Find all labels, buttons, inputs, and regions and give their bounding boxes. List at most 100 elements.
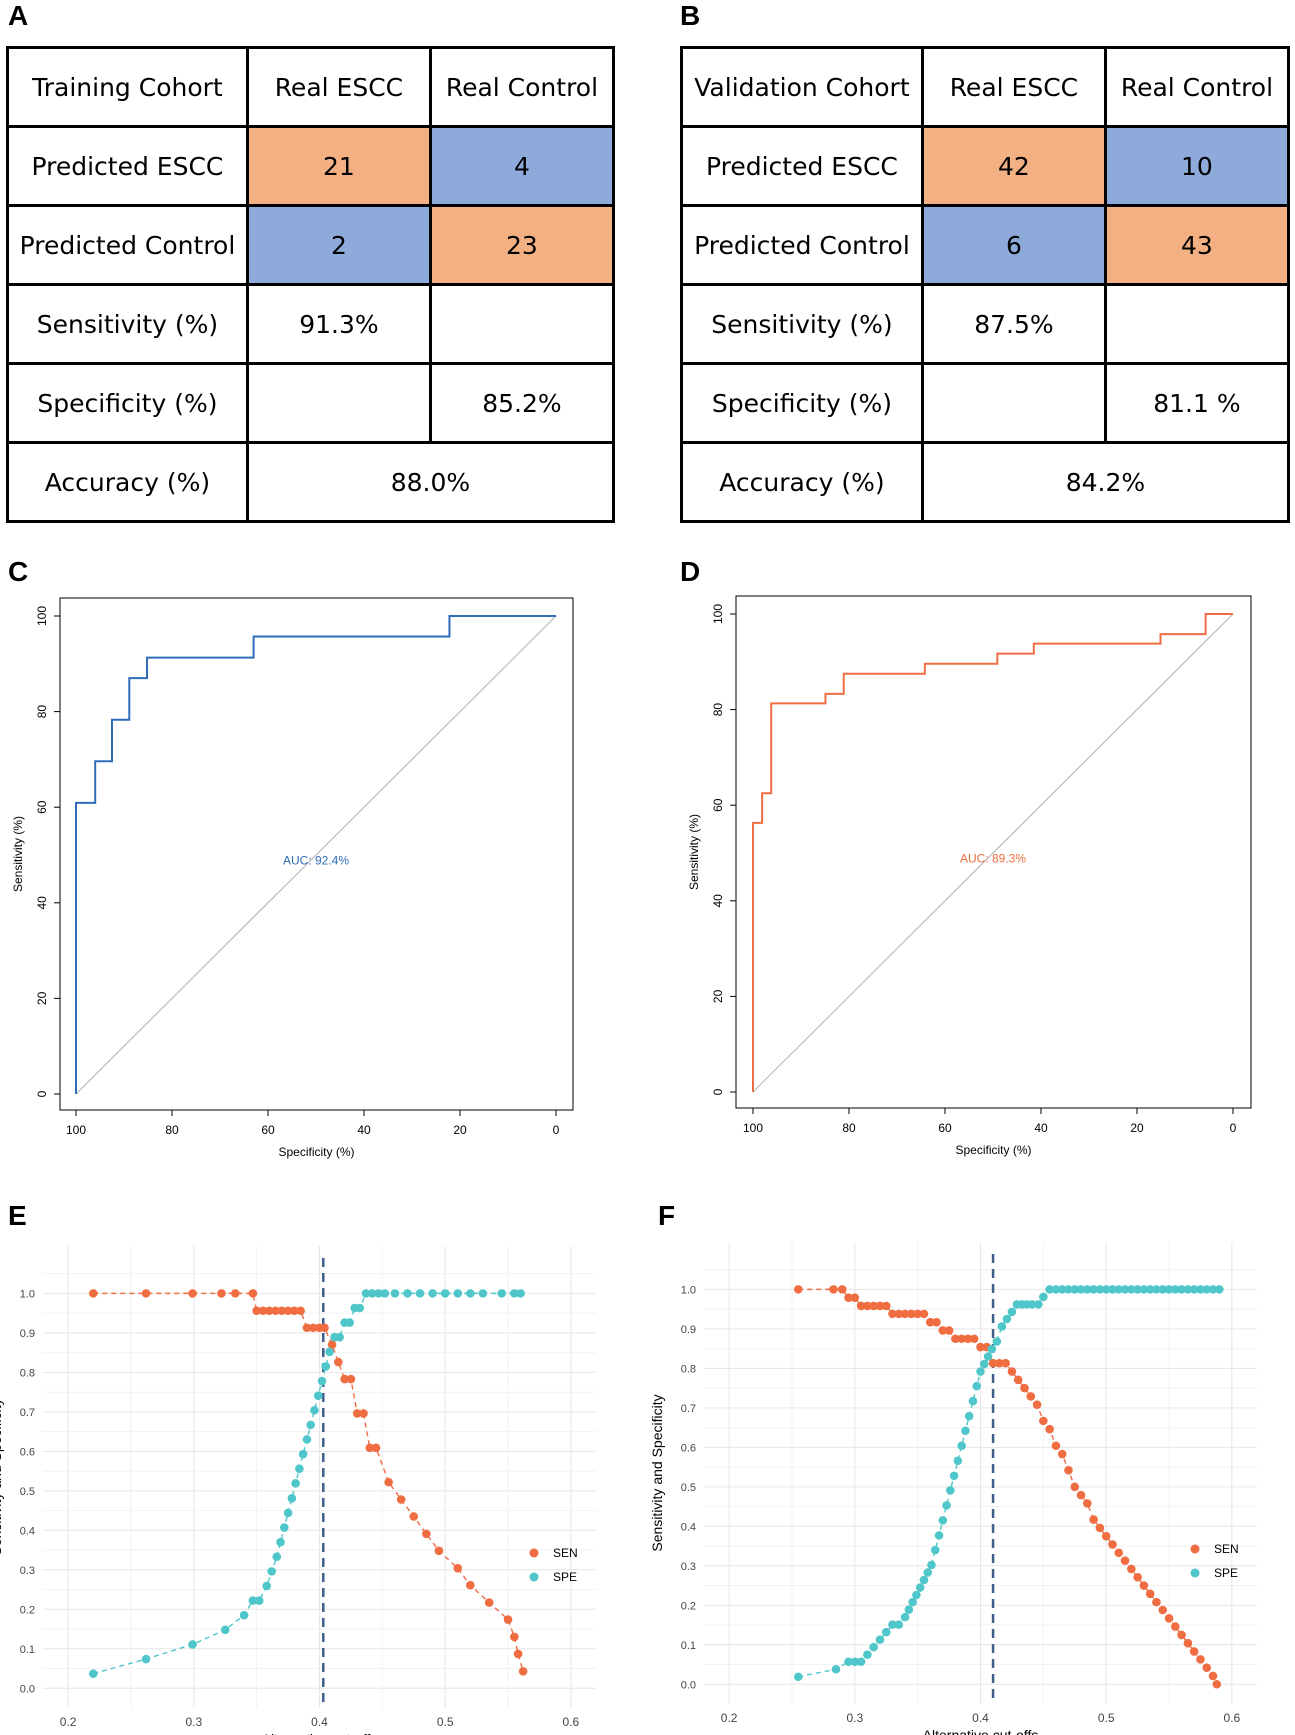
table-row: Sensitivity (%) 91.3%: [6, 283, 616, 365]
spe-point: [1208, 1285, 1218, 1294]
sen-point: [969, 1334, 979, 1344]
y-tick-label: 0.3: [20, 1565, 35, 1577]
spe-point: [919, 1575, 929, 1585]
spe-point: [1127, 1285, 1136, 1294]
panel-label-e: E: [8, 1200, 27, 1231]
spe-point: [295, 1464, 304, 1474]
table-header-cell: Real ESCC: [245, 46, 432, 128]
sen-point: [1196, 1655, 1205, 1664]
row-label: Predicted Control: [680, 204, 924, 286]
sen-point: [976, 1342, 985, 1352]
plot-frame: [59, 597, 574, 1111]
spe-point: [88, 1669, 98, 1678]
spe-point: [1177, 1285, 1186, 1294]
y-tick-label: 0: [711, 1088, 725, 1095]
x-axis-label: Alternative cut-offs: [923, 1727, 1039, 1735]
y-tick-label: 40: [711, 894, 725, 908]
spe-point: [979, 1359, 989, 1369]
false-negative-cell: 2: [245, 204, 432, 286]
x-tick-label: 0.3: [185, 1715, 202, 1729]
spe-line: [93, 1292, 521, 1675]
spe-point: [1158, 1285, 1168, 1294]
x-axis-label: Specificity (%): [955, 1143, 1031, 1157]
x-tick-label: 0.6: [563, 1715, 580, 1729]
accuracy-value: 84.2%: [920, 441, 1291, 523]
sen-point: [829, 1285, 838, 1294]
sen-point: [1145, 1589, 1155, 1599]
spe-point: [888, 1620, 897, 1629]
spe-point: [298, 1449, 308, 1459]
accuracy-value: 88.0%: [245, 441, 616, 523]
spe-point: [987, 1344, 997, 1354]
roc-curve: [75, 615, 556, 1094]
x-tick-label: 100: [743, 1121, 763, 1135]
y-tick-label: 20: [711, 989, 725, 1003]
sen-point: [1089, 1515, 1098, 1524]
sen-point: [359, 1409, 368, 1418]
roc-curve: [752, 613, 1233, 1092]
row-label: Predicted ESCC: [680, 125, 924, 207]
spe-point: [904, 1605, 914, 1614]
spe-point: [997, 1322, 1007, 1331]
row-label: Predicted Control: [6, 204, 249, 286]
spe-point: [361, 1289, 371, 1298]
spe-point: [1189, 1285, 1199, 1294]
spe-point: [306, 1420, 316, 1430]
spe-point: [1039, 1292, 1048, 1302]
legend-sen-label: SEN: [1214, 1542, 1239, 1556]
table-row: Predicted Control 2 23: [6, 204, 616, 286]
y-tick-label: 60: [711, 798, 725, 812]
legend-spe-label: SPE: [553, 1570, 577, 1584]
spe-point: [968, 1396, 978, 1406]
sen-point: [384, 1477, 393, 1487]
diagonal-reference-line: [752, 613, 1234, 1093]
table-header-cell: Real ESCC: [920, 46, 1107, 128]
sen-point: [340, 1374, 349, 1384]
sen-point: [258, 1306, 268, 1316]
spe-point: [953, 1456, 963, 1466]
spe-point: [1120, 1285, 1130, 1294]
spe-point: [1171, 1285, 1180, 1294]
spe-point: [949, 1471, 959, 1481]
y-tick-label: 0.0: [20, 1683, 35, 1695]
sen-point: [932, 1317, 941, 1327]
sen-point: [88, 1289, 98, 1298]
sensitivity-value: 87.5%: [920, 283, 1107, 365]
sen-point: [881, 1301, 891, 1311]
spe-point: [1114, 1285, 1124, 1294]
sen-point: [1202, 1663, 1212, 1672]
sen-point: [957, 1334, 966, 1344]
spe-point: [934, 1531, 944, 1540]
panel-label-c: C: [8, 556, 29, 587]
sen-point: [837, 1285, 847, 1294]
auc-label: AUC: 89.3%: [960, 852, 1026, 866]
spe-point: [927, 1560, 936, 1570]
y-tick-label: 0.6: [681, 1442, 696, 1454]
x-tick-label: 20: [453, 1123, 467, 1137]
sen-point: [850, 1293, 860, 1302]
spe-point: [276, 1537, 285, 1547]
sen-point: [518, 1666, 528, 1676]
x-tick-label: 0.4: [311, 1715, 328, 1729]
spe-point: [415, 1289, 425, 1298]
sen-point: [453, 1563, 463, 1573]
spe-point: [440, 1289, 450, 1298]
sen-point: [252, 1306, 261, 1316]
spe-point: [863, 1650, 872, 1659]
spe-point: [355, 1303, 365, 1313]
sen-point: [1051, 1441, 1061, 1451]
sen-point: [1189, 1647, 1199, 1656]
spe-point: [923, 1568, 933, 1577]
spe-point: [894, 1620, 904, 1629]
sen-point: [371, 1443, 381, 1453]
row-label: Specificity (%): [680, 362, 924, 444]
sen-point: [188, 1289, 197, 1298]
sen-point: [900, 1309, 910, 1319]
spe-point: [267, 1567, 277, 1576]
sen-point: [396, 1495, 406, 1504]
y-tick-label: 0.7: [20, 1407, 35, 1419]
sen-point: [346, 1374, 356, 1384]
spe-point: [1183, 1285, 1193, 1294]
spe-point: [367, 1289, 377, 1298]
